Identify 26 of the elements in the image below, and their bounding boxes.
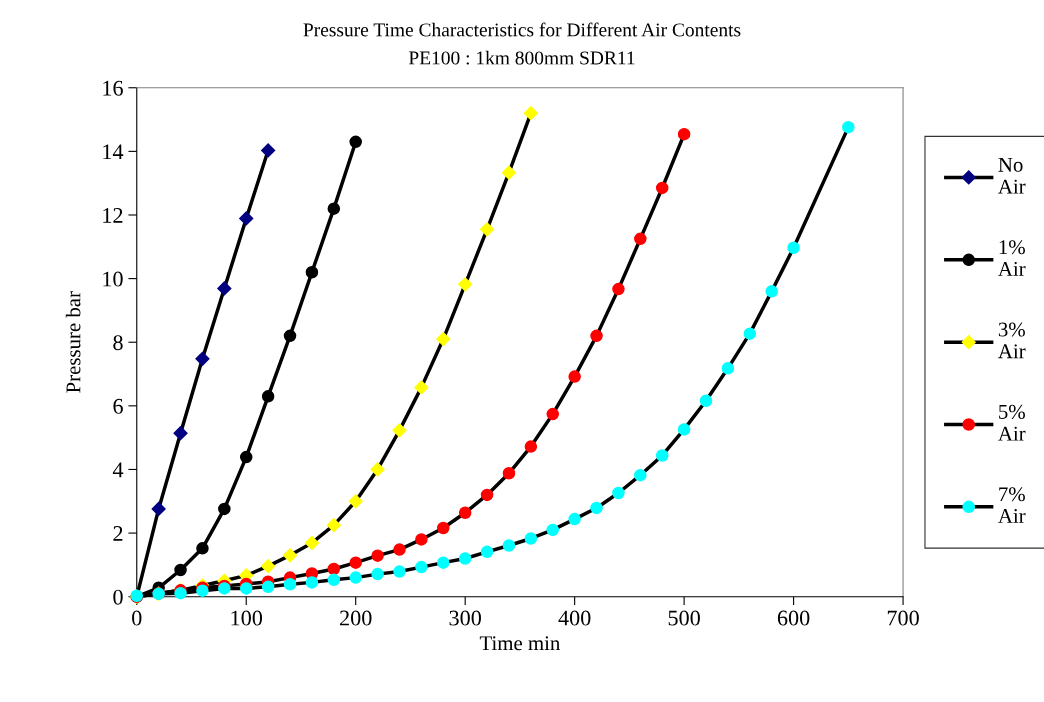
chart-title: Pressure Time Characteristics for Different Air Contents <box>303 22 741 37</box>
x-tick-label: 300 <box>449 610 481 626</box>
legend-label: 1% Air <box>998 240 1026 276</box>
legend-label: 5% Air <box>998 404 1026 441</box>
y-tick-label: 6 <box>113 398 123 414</box>
x-tick-label: 100 <box>231 610 263 626</box>
x-tick-label: 400 <box>558 610 591 626</box>
x-tick-label: 0 <box>132 610 142 626</box>
x-tick-label: 200 <box>340 610 372 626</box>
legend-label: No Air <box>998 158 1026 194</box>
x-tick-label: 700 <box>887 610 919 626</box>
y-axis-title: Pressure bar <box>65 291 81 393</box>
y-tick-label: 8 <box>113 335 123 351</box>
legend-label: 7% Air <box>998 487 1026 523</box>
x-tick-label: 500 <box>668 610 700 626</box>
y-tick-label: 0 <box>113 589 123 605</box>
legend-label: 3% Air <box>998 322 1026 359</box>
y-tick-label: 10 <box>103 271 123 287</box>
x-tick-label: 600 <box>777 610 810 626</box>
chart-subtitle: PE100 : 1km 800mm SDR11 <box>408 50 635 65</box>
y-tick-label: 16 <box>103 80 123 96</box>
x-axis-title: Time min <box>479 636 561 651</box>
y-tick-label: 2 <box>113 526 123 541</box>
y-tick-label: 12 <box>103 207 123 223</box>
y-tick-label: 4 <box>112 462 124 478</box>
y-tick-label: 14 <box>103 144 124 160</box>
